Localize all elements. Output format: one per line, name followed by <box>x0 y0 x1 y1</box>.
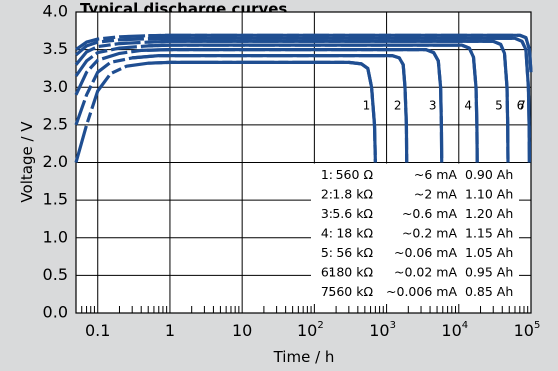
curve-label-1: 1 <box>363 99 371 113</box>
y-tick-label: 2.0 <box>43 152 68 171</box>
legend-name: 5: <box>321 245 333 260</box>
x-tick-base: 0.1 <box>85 321 110 340</box>
legend-capacity: 1.10 Ah <box>465 186 513 201</box>
x-tick-label: 10 <box>232 321 252 340</box>
curve-label-4: 4 <box>464 99 472 113</box>
x-tick-exponent: 2 <box>317 320 323 331</box>
series-plateau-5 <box>148 39 510 163</box>
x-tick-base: 10 <box>369 321 389 340</box>
legend-capacity: 1.05 Ah <box>465 245 513 260</box>
legend-load: 18 kΩ <box>336 225 373 240</box>
x-tick-base: 10 <box>441 321 461 340</box>
legend-name: 3: <box>321 206 333 221</box>
series-plateau-6 <box>148 36 531 163</box>
y-tick-label: 4.0 <box>43 2 68 21</box>
curve-label-2: 2 <box>394 99 402 113</box>
legend-capacity: 0.90 Ah <box>465 167 513 182</box>
x-tick-label: 102 <box>297 320 324 340</box>
x-tick-base: 10 <box>232 321 252 340</box>
legend-name: 4: <box>321 225 333 240</box>
curve-label-5: 5 <box>495 99 503 113</box>
legend-capacity: 0.85 Ah <box>465 284 513 299</box>
y-tick-label: 0.0 <box>43 303 68 322</box>
legend-name: 6: <box>321 264 333 279</box>
legend-current: ~0.6 mA <box>402 206 458 221</box>
series-plateau-3 <box>141 48 444 163</box>
legend-load: 5.6 kΩ <box>332 206 373 221</box>
legend-current: ~0.06 mA <box>394 245 457 260</box>
legend-current: ~0.02 mA <box>394 264 457 279</box>
y-tick-label: 0.5 <box>43 265 68 284</box>
y-axis-title: Voltage / V <box>18 121 36 203</box>
legend-load: 560 kΩ <box>328 284 373 299</box>
curve-label-7: 7 <box>518 99 526 113</box>
legend-current: ~2 mA <box>414 186 458 201</box>
series-plateau-2 <box>132 54 409 163</box>
legend-load: 56 kΩ <box>336 245 373 260</box>
legend-current: ~6 mA <box>414 167 458 182</box>
legend-capacity: 1.15 Ah <box>465 225 513 240</box>
curve-label-3: 3 <box>429 99 437 113</box>
series-plateau-4 <box>148 43 479 163</box>
legend-capacity: 0.95 Ah <box>465 264 513 279</box>
x-tick-exponent: 5 <box>534 320 540 331</box>
x-tick-label: 103 <box>369 320 396 340</box>
y-tick-label: 3.0 <box>43 77 68 96</box>
legend-name: 2: <box>321 186 333 201</box>
legend-load: 560 Ω <box>336 167 374 182</box>
legend-current: ~0.2 mA <box>402 225 458 240</box>
x-tick-label: 104 <box>441 320 468 340</box>
y-tick-label: 1.5 <box>43 190 68 209</box>
y-tick-label: 1.0 <box>43 227 68 246</box>
x-tick-label: 0.1 <box>85 321 110 340</box>
legend-current: ~0.006 mA <box>386 284 457 299</box>
y-tick-label: 2.5 <box>43 114 68 133</box>
series-plateau-1 <box>148 60 377 163</box>
x-tick-label: 1 <box>165 321 175 340</box>
x-axis-title: Time / h <box>273 348 335 366</box>
curve-label-6: 6 <box>517 99 525 113</box>
x-tick-base: 10 <box>514 321 534 340</box>
x-tick-label: 105 <box>514 320 541 340</box>
plot-area: 0.00.51.01.52.02.53.03.54.00.1 1 10 102 103 1… <box>43 2 541 341</box>
legend-name: 1: <box>321 167 333 182</box>
x-tick-exponent: 3 <box>390 320 396 331</box>
legend-name: 7: <box>321 284 333 299</box>
y-tick-label: 3.5 <box>43 39 68 58</box>
legend-load: 180 kΩ <box>328 264 373 279</box>
x-tick-base: 10 <box>297 321 317 340</box>
x-tick-base: 1 <box>165 321 175 340</box>
x-tick-exponent: 4 <box>462 320 468 331</box>
series-plateau-7 <box>148 33 533 73</box>
legend-load: 1.8 kΩ <box>332 186 373 201</box>
legend-capacity: 1.20 Ah <box>465 206 513 221</box>
legend-background <box>311 163 519 304</box>
